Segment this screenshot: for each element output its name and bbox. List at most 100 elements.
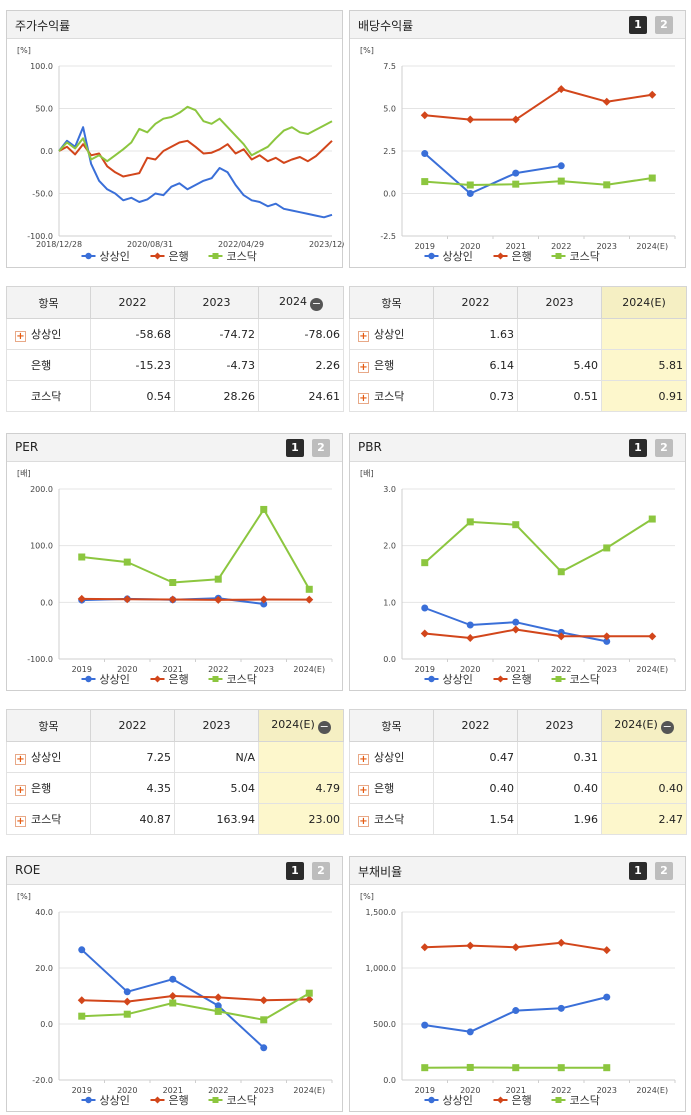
page-1-button[interactable]: 1 [286,862,304,880]
y-tick-label: -2.5 [380,232,396,241]
data-point [512,521,520,529]
legend-label: 은행 [512,673,532,686]
table-row: + 상상인 7.25 N/A [6,741,344,773]
row-label: 상상인 [31,328,62,341]
expand-icon[interactable]: + [358,816,369,827]
y-tick-label: -100.0 [27,655,53,664]
expand-icon[interactable]: + [358,362,369,373]
data-point [420,943,429,952]
row-name: + 은행 [349,349,434,381]
page-2-button[interactable]: 2 [312,439,330,457]
page-2-button[interactable]: 2 [655,16,673,34]
y-tick-label: 1.0 [383,598,396,607]
stock-return-table: 항목 2022 2023 2024− + 상상인 -58.68 -74.72 -78.06 은행 -… [6,286,344,412]
page-2-button[interactable]: 2 [655,439,673,457]
per-table: 항목 2022 2023 2024(E) − + 상상인 7.25 N/A + 은행 4.35 5.04… [6,709,344,835]
x-tick-label: 2023/12/28 [309,240,344,249]
expand-icon[interactable]: + [15,331,26,342]
collapse-icon[interactable]: − [660,719,674,734]
x-tick-label: 2023 [597,242,617,251]
table-cell: -58.68 [90,318,175,350]
table-cell: 163.94 [174,803,259,835]
y-tick-label: 40.0 [35,908,53,917]
dividend-yield-chart: [%] 7.5 5.0 2.5 0.0 -2.5 2019 2020 2021 2022 2023 2… [360,46,676,263]
table-cell: 5.40 [517,349,602,381]
expand-icon[interactable]: + [358,393,369,404]
y-tick-label: 0.0 [40,147,53,156]
data-point [466,941,475,950]
data-point [603,993,611,1001]
row-label: 은행 [31,782,52,795]
data-point [169,579,177,586]
page-2-button[interactable]: 2 [655,862,673,880]
column-header: 2024(E) [601,286,687,319]
page-1-button[interactable]: 1 [629,16,647,34]
expand-icon[interactable]: + [358,785,369,796]
column-header-label: 항목 [381,296,402,310]
x-tick-label: 2022/04/29 [218,240,264,249]
collapse-icon[interactable]: − [317,719,331,734]
legend-marker [212,253,219,259]
y-tick-label: 0.0 [383,190,396,199]
dividend-yield-table: 항목 2022 2023 2024(E) + 상상인 1.63 + 은행 6.14 5.40 5.81… [349,286,687,412]
row-label: 코스닥 [31,390,62,403]
table-cell: 0.40 [517,772,602,804]
page-1-button[interactable]: 1 [629,862,647,880]
table-row: + 코스닥 1.54 1.96 2.47 [349,803,687,835]
panel-header: 부채비율 1 2 [350,857,685,885]
data-point [557,938,566,947]
page-2-button[interactable]: 2 [312,862,330,880]
table-cell: 2.26 [258,349,344,381]
series-line [81,995,310,1003]
row-label: 코스닥 [374,390,405,403]
data-point [168,595,177,604]
page-1-button[interactable]: 1 [629,439,647,457]
column-header: 2022 [90,286,175,319]
column-header-label: 항목 [381,719,402,733]
column-header-label: 2023 [202,719,231,732]
y-tick-label: -20.0 [32,1076,53,1085]
data-point [421,1021,429,1029]
column-header: 항목 [349,286,434,319]
column-header-label: 2023 [545,296,574,309]
column-header-label: 2023 [202,296,231,309]
data-point [648,515,656,523]
expand-icon[interactable]: + [358,754,369,765]
data-point [603,1064,611,1072]
table-row: + 코스닥 0.73 0.51 0.91 [349,380,687,412]
column-header-label: 2022 [461,719,490,732]
table-cell: 0.31 [517,741,602,773]
series-line [424,628,653,639]
series-line [81,508,311,590]
x-tick-label: 2019 [415,242,435,251]
table-cell: 4.35 [90,772,175,804]
column-header-label: 2022 [118,296,147,309]
expand-icon[interactable]: + [358,331,369,342]
data-point [305,595,314,604]
expand-icon[interactable]: + [15,754,26,765]
table-row: 은행 -15.23 -4.73 2.26 [6,349,344,381]
legend-marker [212,1097,219,1103]
legend-marker [154,1096,161,1104]
data-point [78,946,86,954]
table-cell [601,318,687,350]
data-point [77,594,86,603]
legend-label: 상상인 [443,1094,473,1107]
legend-marker [497,252,504,260]
series-line [81,992,310,1021]
y-tick-label: 7.5 [383,62,396,71]
data-point [602,97,611,106]
y-tick-label: 2.0 [383,542,396,551]
data-point [511,625,520,634]
legend-marker [85,1096,92,1104]
legend-label: 코스닥 [227,1094,257,1107]
legend-marker [555,253,562,259]
pbr-table: 항목 2022 2023 2024(E) − + 상상인 0.47 0.31 + 은행 0.40 0.4… [349,709,687,835]
series-line [424,996,608,1033]
x-tick-label: 2021 [506,1086,526,1095]
expand-icon[interactable]: + [15,816,26,827]
collapse-icon[interactable]: − [310,296,323,311]
page-1-button[interactable]: 1 [286,439,304,457]
expand-icon[interactable]: + [15,785,26,796]
